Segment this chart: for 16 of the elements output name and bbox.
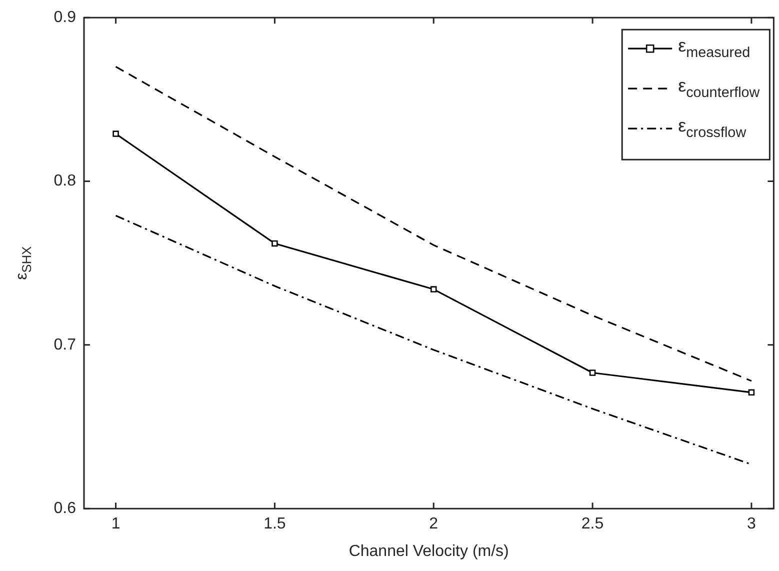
x-tick-label: 2.5 [581, 516, 604, 533]
y-tick-label: 0.6 [54, 500, 76, 518]
point [112, 130, 119, 137]
y-tick-label: 0.7 [54, 336, 76, 354]
x-tick-label: 1.5 [264, 516, 286, 533]
x-tick-label: 3 [747, 516, 756, 533]
y-axis-title: εSHX [13, 246, 34, 280]
point [430, 286, 437, 292]
x-axis-title: Channel Velocity (m/s) [348, 542, 509, 560]
point [748, 389, 755, 396]
point [589, 370, 596, 376]
x-tick-label: 2 [429, 516, 438, 533]
point [272, 240, 278, 247]
y-tick-label: 0.8 [54, 172, 76, 190]
y-tick-label: 0.9 [54, 9, 76, 26]
x-tick-label: 1 [111, 516, 120, 533]
